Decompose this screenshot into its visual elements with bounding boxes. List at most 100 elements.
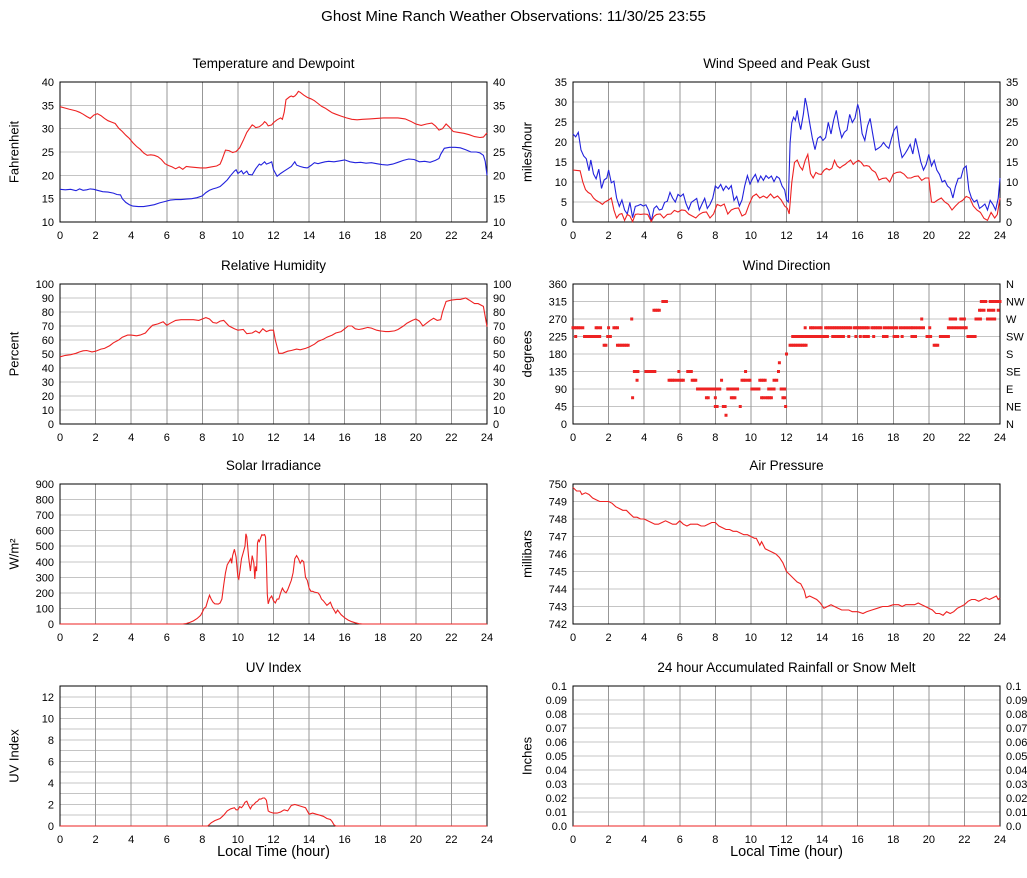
svg-text:18: 18 — [374, 632, 386, 644]
svg-text:8: 8 — [199, 632, 205, 644]
chart-solar-irradiance: Solar Irradiance W/m² 900 800 700 600 500 400… — [0, 458, 514, 658]
svg-text:0: 0 — [57, 632, 63, 644]
svg-text:60: 60 — [42, 335, 54, 347]
svg-text:14: 14 — [303, 632, 315, 644]
svg-text:16: 16 — [852, 230, 864, 242]
svg-text:18: 18 — [887, 632, 899, 644]
svg-text:225: 225 — [549, 332, 567, 344]
chart-uv-index: UV Index UV Index 12 10 8 6 4 2 0 0 2 4 6 8 10 12 14 16… — [0, 660, 514, 860]
svg-text:10: 10 — [42, 217, 54, 229]
svg-text:2: 2 — [606, 230, 612, 242]
svg-text:6: 6 — [164, 632, 170, 644]
svg-text:24: 24 — [994, 230, 1006, 242]
svg-text:30: 30 — [42, 377, 54, 389]
chart-wind-direction: Wind Direction degrees 360 315 270 225 180 13… — [513, 258, 1027, 458]
svg-text:4: 4 — [128, 432, 134, 444]
svg-text:80: 80 — [493, 307, 505, 319]
svg-text:SE: SE — [1006, 367, 1021, 379]
svg-text:6: 6 — [164, 834, 170, 846]
svg-text:5: 5 — [561, 197, 567, 209]
svg-text:10: 10 — [745, 432, 757, 444]
svg-text:18: 18 — [887, 230, 899, 242]
svg-text:24: 24 — [994, 834, 1006, 846]
svg-text:0.08: 0.08 — [546, 709, 567, 721]
svg-text:100: 100 — [36, 603, 54, 615]
svg-text:0: 0 — [48, 419, 54, 431]
svg-text:20: 20 — [555, 137, 567, 149]
svg-text:20: 20 — [410, 834, 422, 846]
svg-text:6: 6 — [677, 834, 683, 846]
svg-text:35: 35 — [1006, 77, 1018, 89]
svg-text:N: N — [1006, 419, 1014, 431]
svg-text:0.01: 0.01 — [546, 807, 567, 819]
svg-text:748: 748 — [549, 514, 567, 526]
chart-relative-humidity: Relative Humidity Percent 100 90 80 70 60 50 4… — [0, 258, 514, 458]
svg-text:10: 10 — [232, 834, 244, 846]
svg-text:12: 12 — [267, 834, 279, 846]
svg-text:18: 18 — [887, 432, 899, 444]
svg-text:10: 10 — [493, 405, 505, 417]
svg-text:0: 0 — [570, 432, 576, 444]
svg-text:200: 200 — [36, 588, 54, 600]
svg-text:10: 10 — [1006, 177, 1018, 189]
svg-text:24: 24 — [481, 230, 493, 242]
svg-text:10: 10 — [232, 432, 244, 444]
svg-text:16: 16 — [852, 834, 864, 846]
svg-text:W: W — [1006, 314, 1017, 326]
chart-rainfall: 24 hour Accumulated Rainfall or Snow Mel… — [513, 660, 1027, 860]
svg-text:0: 0 — [570, 834, 576, 846]
svg-text:0: 0 — [561, 217, 567, 229]
svg-text:20: 20 — [923, 632, 935, 644]
svg-text:18: 18 — [374, 432, 386, 444]
svg-text:25: 25 — [1006, 117, 1018, 129]
svg-text:4: 4 — [128, 632, 134, 644]
svg-text:50: 50 — [42, 349, 54, 361]
svg-text:360: 360 — [549, 279, 567, 291]
svg-text:0.02: 0.02 — [546, 793, 567, 805]
svg-text:6: 6 — [164, 432, 170, 444]
svg-text:60: 60 — [493, 335, 505, 347]
svg-text:12: 12 — [780, 632, 792, 644]
svg-text:315: 315 — [549, 297, 567, 309]
svg-text:10: 10 — [555, 177, 567, 189]
svg-text:24: 24 — [481, 432, 493, 444]
svg-text:0: 0 — [48, 821, 54, 833]
svg-text:10: 10 — [42, 713, 54, 725]
svg-text:18: 18 — [374, 834, 386, 846]
svg-text:744: 744 — [549, 584, 567, 596]
svg-text:50: 50 — [493, 349, 505, 361]
svg-text:100: 100 — [36, 279, 54, 291]
svg-text:746: 746 — [549, 549, 567, 561]
svg-text:22: 22 — [445, 432, 457, 444]
svg-text:800: 800 — [36, 495, 54, 507]
svg-text:15: 15 — [42, 194, 54, 206]
svg-text:2: 2 — [93, 432, 99, 444]
svg-text:4: 4 — [128, 834, 134, 846]
page-title: Ghost Mine Ranch Weather Observations: 1… — [321, 8, 706, 25]
svg-text:30: 30 — [493, 377, 505, 389]
svg-text:14: 14 — [816, 432, 828, 444]
svg-text:16: 16 — [339, 230, 351, 242]
svg-text:NE: NE — [1006, 402, 1021, 414]
svg-text:22: 22 — [445, 230, 457, 242]
chart-title-temperature: Temperature and Dewpoint — [192, 56, 355, 71]
svg-text:30: 30 — [555, 97, 567, 109]
svg-text:16: 16 — [852, 632, 864, 644]
svg-text:0.07: 0.07 — [546, 723, 567, 735]
svg-text:15: 15 — [493, 194, 505, 206]
svg-text:NW: NW — [1006, 297, 1025, 309]
svg-text:0: 0 — [561, 419, 567, 431]
svg-text:8: 8 — [712, 432, 718, 444]
svg-text:10: 10 — [745, 632, 757, 644]
svg-text:6: 6 — [48, 756, 54, 768]
svg-text:14: 14 — [816, 230, 828, 242]
svg-text:22: 22 — [445, 632, 457, 644]
svg-text:20: 20 — [923, 834, 935, 846]
svg-text:4: 4 — [641, 432, 647, 444]
chart-wind-speed-gust: Wind Speed and Peak Gust miles/hour 35 30… — [513, 56, 1027, 256]
svg-text:20: 20 — [42, 391, 54, 403]
svg-text:0.03: 0.03 — [1006, 779, 1027, 791]
svg-text:10: 10 — [745, 230, 757, 242]
